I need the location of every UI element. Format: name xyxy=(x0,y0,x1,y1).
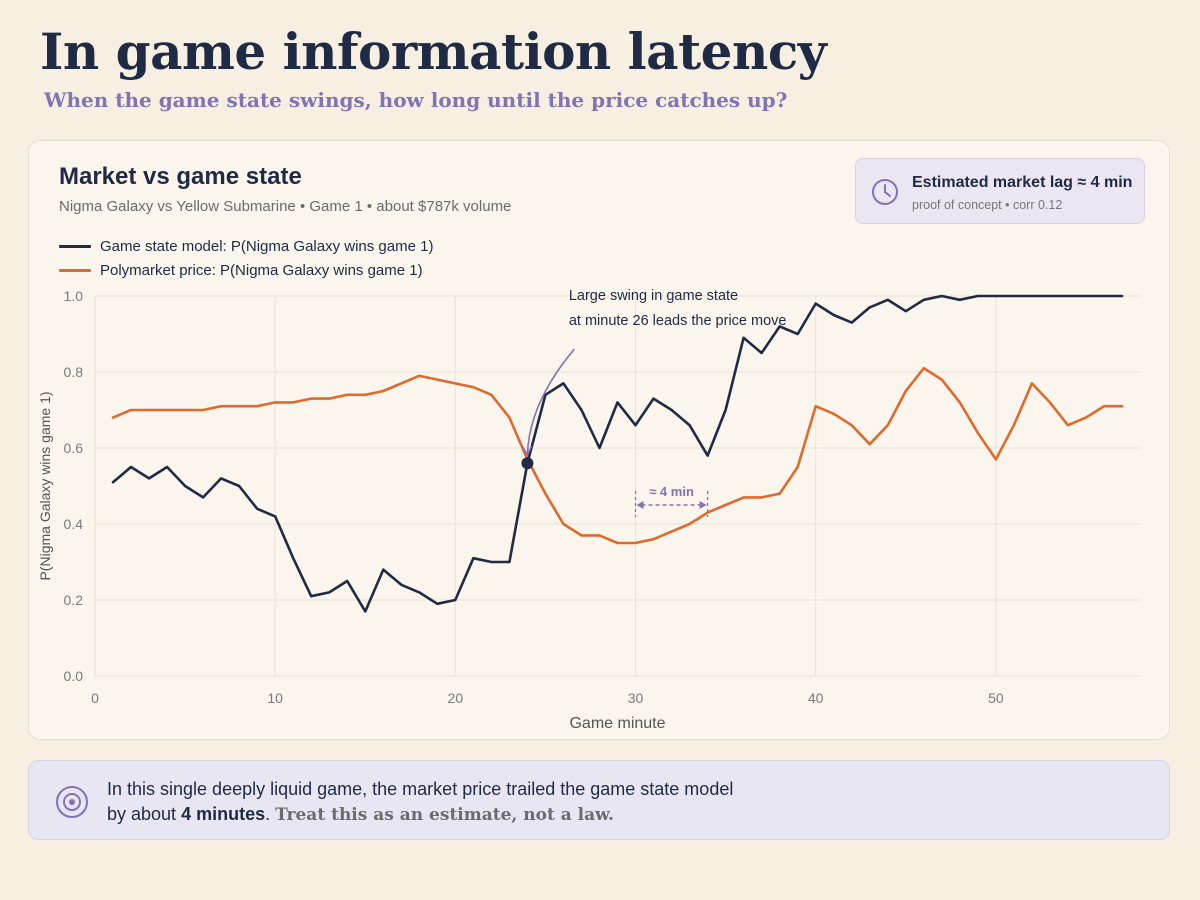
y-tick-label: 0.2 xyxy=(64,592,84,608)
legend-swatch-model xyxy=(59,244,91,248)
conclusion-callout: In this single deeply liquid game, the m… xyxy=(28,760,1170,840)
page-subtitle: When the game state swings, how long unt… xyxy=(44,88,788,112)
series-line-market xyxy=(111,366,1124,545)
chart-legend: Game state model: P(Nigma Galaxy wins ga… xyxy=(59,234,433,282)
lag-estimate-title: Estimated market lag ≈ 4 min xyxy=(912,174,1133,191)
swing-point-marker xyxy=(521,457,534,470)
legend-label-market: Polymarket price: P(Nigma Galaxy wins ga… xyxy=(100,261,423,279)
conclusion-prefix: by about xyxy=(107,804,182,824)
swing-annotation-line-2: at minute 26 leads the price move xyxy=(569,313,787,329)
market-lag-badge: Estimated market lag ≈ 4 min proof of co… xyxy=(855,158,1145,224)
chart-title: Market vs game state xyxy=(59,163,302,190)
conclusion-emphasis: 4 minutes xyxy=(181,804,266,824)
swing-annotation-line-1: Large swing in game state xyxy=(569,288,738,304)
lag-estimate-note: proof of concept • corr 0.12 xyxy=(912,198,1063,212)
x-axis-title: Game minute xyxy=(569,715,665,732)
conclusion-line-1: In this single deeply liquid game, the m… xyxy=(107,779,734,799)
conclusion-text: In this single deeply liquid game, the m… xyxy=(107,777,733,828)
target-icon xyxy=(56,786,88,818)
legend-swatch-market xyxy=(59,268,91,272)
y-tick-label: 1.0 xyxy=(64,288,84,304)
conclusion-line-2: by about 4 minutes. Treat this as an est… xyxy=(107,802,733,828)
y-tick-label: 0.0 xyxy=(64,668,84,684)
legend-item-market: Polymarket price: P(Nigma Galaxy wins ga… xyxy=(59,258,433,282)
line-chart: 0.0 0.2 0.4 0.6 0.8 1.0 0 10 20 30 40 50 Game minute… xyxy=(37,288,1140,732)
conclusion-period: . xyxy=(265,804,271,824)
lag-arrowhead-right xyxy=(699,501,707,509)
legend-label-model: Game state model: P(Nigma Galaxy wins ga… xyxy=(100,237,434,255)
y-axis-title: P(Nigma Galaxy wins game 1) xyxy=(37,391,53,580)
swing-arrow xyxy=(526,348,575,455)
y-tick-label: 0.6 xyxy=(64,440,84,456)
x-tick-label: 50 xyxy=(988,690,1004,706)
x-tick-label: 0 xyxy=(91,690,99,706)
chart-card: Market vs game state Nigma Galaxy vs Yel… xyxy=(28,140,1170,740)
swing-arrowhead xyxy=(521,445,533,457)
y-tick-label: 0.4 xyxy=(64,516,84,532)
x-tick-label: 10 xyxy=(267,690,283,706)
clock-icon xyxy=(872,179,898,205)
chart-subtitle: Nigma Galaxy vs Yellow Submarine • Game … xyxy=(59,198,512,215)
lag-label: ≈ 4 min xyxy=(649,484,694,499)
page-title: In game information latency xyxy=(40,22,827,81)
series-line-model xyxy=(111,294,1124,613)
lag-arrowhead-left xyxy=(636,501,644,509)
y-tick-label: 0.8 xyxy=(64,364,84,380)
x-tick-label: 30 xyxy=(628,690,644,706)
x-tick-label: 40 xyxy=(808,690,824,706)
x-tick-label: 20 xyxy=(448,690,464,706)
conclusion-caveat: Treat this as an estimate, not a law. xyxy=(275,805,614,825)
legend-item-model: Game state model: P(Nigma Galaxy wins ga… xyxy=(59,234,433,258)
